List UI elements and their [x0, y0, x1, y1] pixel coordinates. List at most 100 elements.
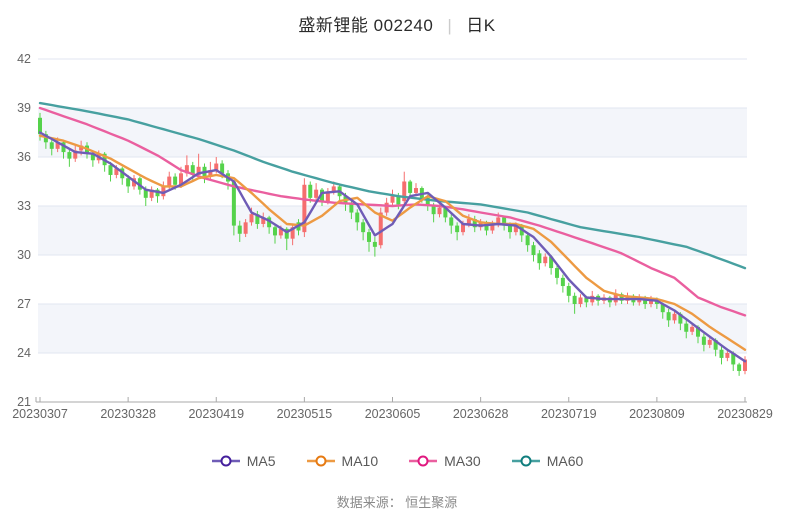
legend-item-ma30[interactable]: MA30 [408, 453, 481, 469]
candle-down [737, 364, 742, 371]
legend-label-ma5: MA5 [246, 453, 276, 469]
candle-down [619, 294, 624, 301]
chart-title: 盛新锂能 002240 | 日K [0, 11, 794, 36]
candle-down [361, 222, 366, 233]
candle-down [549, 256, 554, 269]
candle-up [114, 168, 119, 175]
legend-item-ma10[interactable]: MA10 [306, 453, 378, 469]
candle-up [690, 326, 695, 332]
candle-down [701, 336, 706, 345]
candle-down [525, 235, 530, 246]
candle-up [390, 196, 395, 203]
candle-up [290, 227, 295, 239]
candle-down [713, 339, 718, 350]
candle-down [508, 225, 512, 233]
candle-down [320, 189, 324, 202]
plot-band [38, 59, 747, 108]
candle-down [396, 196, 401, 205]
candle-up [466, 219, 471, 224]
candle-down [143, 189, 148, 198]
candle-down [425, 197, 430, 206]
x-axis-label: 20230515 [277, 407, 333, 421]
x-axis-label: 20230328 [100, 407, 156, 421]
legend-item-ma60[interactable]: MA60 [511, 453, 583, 469]
candle-down [484, 222, 489, 231]
plot-band [38, 206, 747, 255]
candle-down [273, 227, 277, 236]
candle-up [161, 186, 166, 197]
period-label: 日K [466, 16, 496, 35]
ma10-legend-icon [306, 455, 335, 467]
y-axis-label: 24 [17, 346, 31, 360]
candle-down [443, 207, 448, 218]
plot-band [38, 353, 747, 402]
candle-up [437, 207, 442, 215]
candle-up [461, 223, 465, 233]
y-axis-label: 21 [17, 395, 31, 409]
candle-up [414, 188, 418, 193]
candle-down [408, 181, 413, 193]
ma-line-ma10 [38, 134, 747, 351]
candle-up [314, 189, 319, 198]
candle-up [243, 222, 248, 234]
ma5-legend-icon [211, 455, 240, 467]
candle-up [184, 165, 189, 174]
candle-down [284, 228, 289, 239]
candle-down [502, 217, 507, 226]
candle-down [367, 232, 371, 242]
y-axis-label: 36 [17, 150, 31, 164]
candle-up [73, 150, 78, 159]
legend-label-ma30: MA30 [444, 453, 481, 469]
candle-down [255, 214, 260, 224]
candle-down [49, 142, 54, 149]
candle-up [331, 186, 336, 192]
candle-up [208, 170, 213, 177]
x-axis-label: 20230809 [629, 407, 685, 421]
candle-up [167, 176, 172, 187]
candle-up [249, 214, 254, 223]
candle-up [384, 202, 389, 213]
title-separator: | [447, 16, 453, 35]
candle-up [179, 173, 183, 185]
candle-down [531, 245, 536, 255]
candle-down [355, 212, 360, 223]
candle-down [666, 312, 671, 321]
candle-up [725, 353, 730, 358]
candle-down [308, 184, 313, 198]
x-axis-label: 20230829 [717, 407, 773, 421]
candle-up [543, 256, 548, 264]
candle-up [378, 212, 383, 246]
y-axis-label: 42 [17, 52, 31, 66]
candle-up [196, 166, 201, 175]
candle-down [267, 217, 272, 228]
candle-up [214, 163, 219, 171]
candle-down [61, 142, 66, 153]
candle-up [672, 313, 677, 321]
plot-band [38, 304, 747, 353]
candle-down [220, 163, 225, 174]
candle-down [231, 181, 236, 226]
candle-down [237, 225, 242, 234]
candle-down [719, 349, 724, 358]
ma60-legend-icon [511, 455, 540, 467]
legend-item-ma5[interactable]: MA5 [211, 453, 276, 469]
candle-up [707, 339, 712, 345]
candle-down [555, 268, 559, 278]
candle-down [372, 241, 377, 247]
y-axis-label: 27 [17, 297, 31, 311]
x-axis-label: 20230719 [541, 407, 597, 421]
ma-line-ma5 [38, 131, 747, 363]
y-axis-label: 39 [17, 101, 31, 115]
x-axis-label: 20230307 [12, 407, 68, 421]
candle-down [572, 295, 577, 304]
candle-down [472, 219, 477, 228]
candle-down [537, 253, 542, 264]
ma30-legend-icon [409, 455, 438, 467]
candle-down [431, 206, 436, 215]
ma-legend: MA5 MA10 MA30 MA60 [0, 453, 794, 469]
y-axis-label: 33 [17, 199, 31, 213]
x-axis-label: 20230419 [188, 407, 244, 421]
candle-down [696, 326, 700, 337]
candle-up [402, 181, 407, 202]
